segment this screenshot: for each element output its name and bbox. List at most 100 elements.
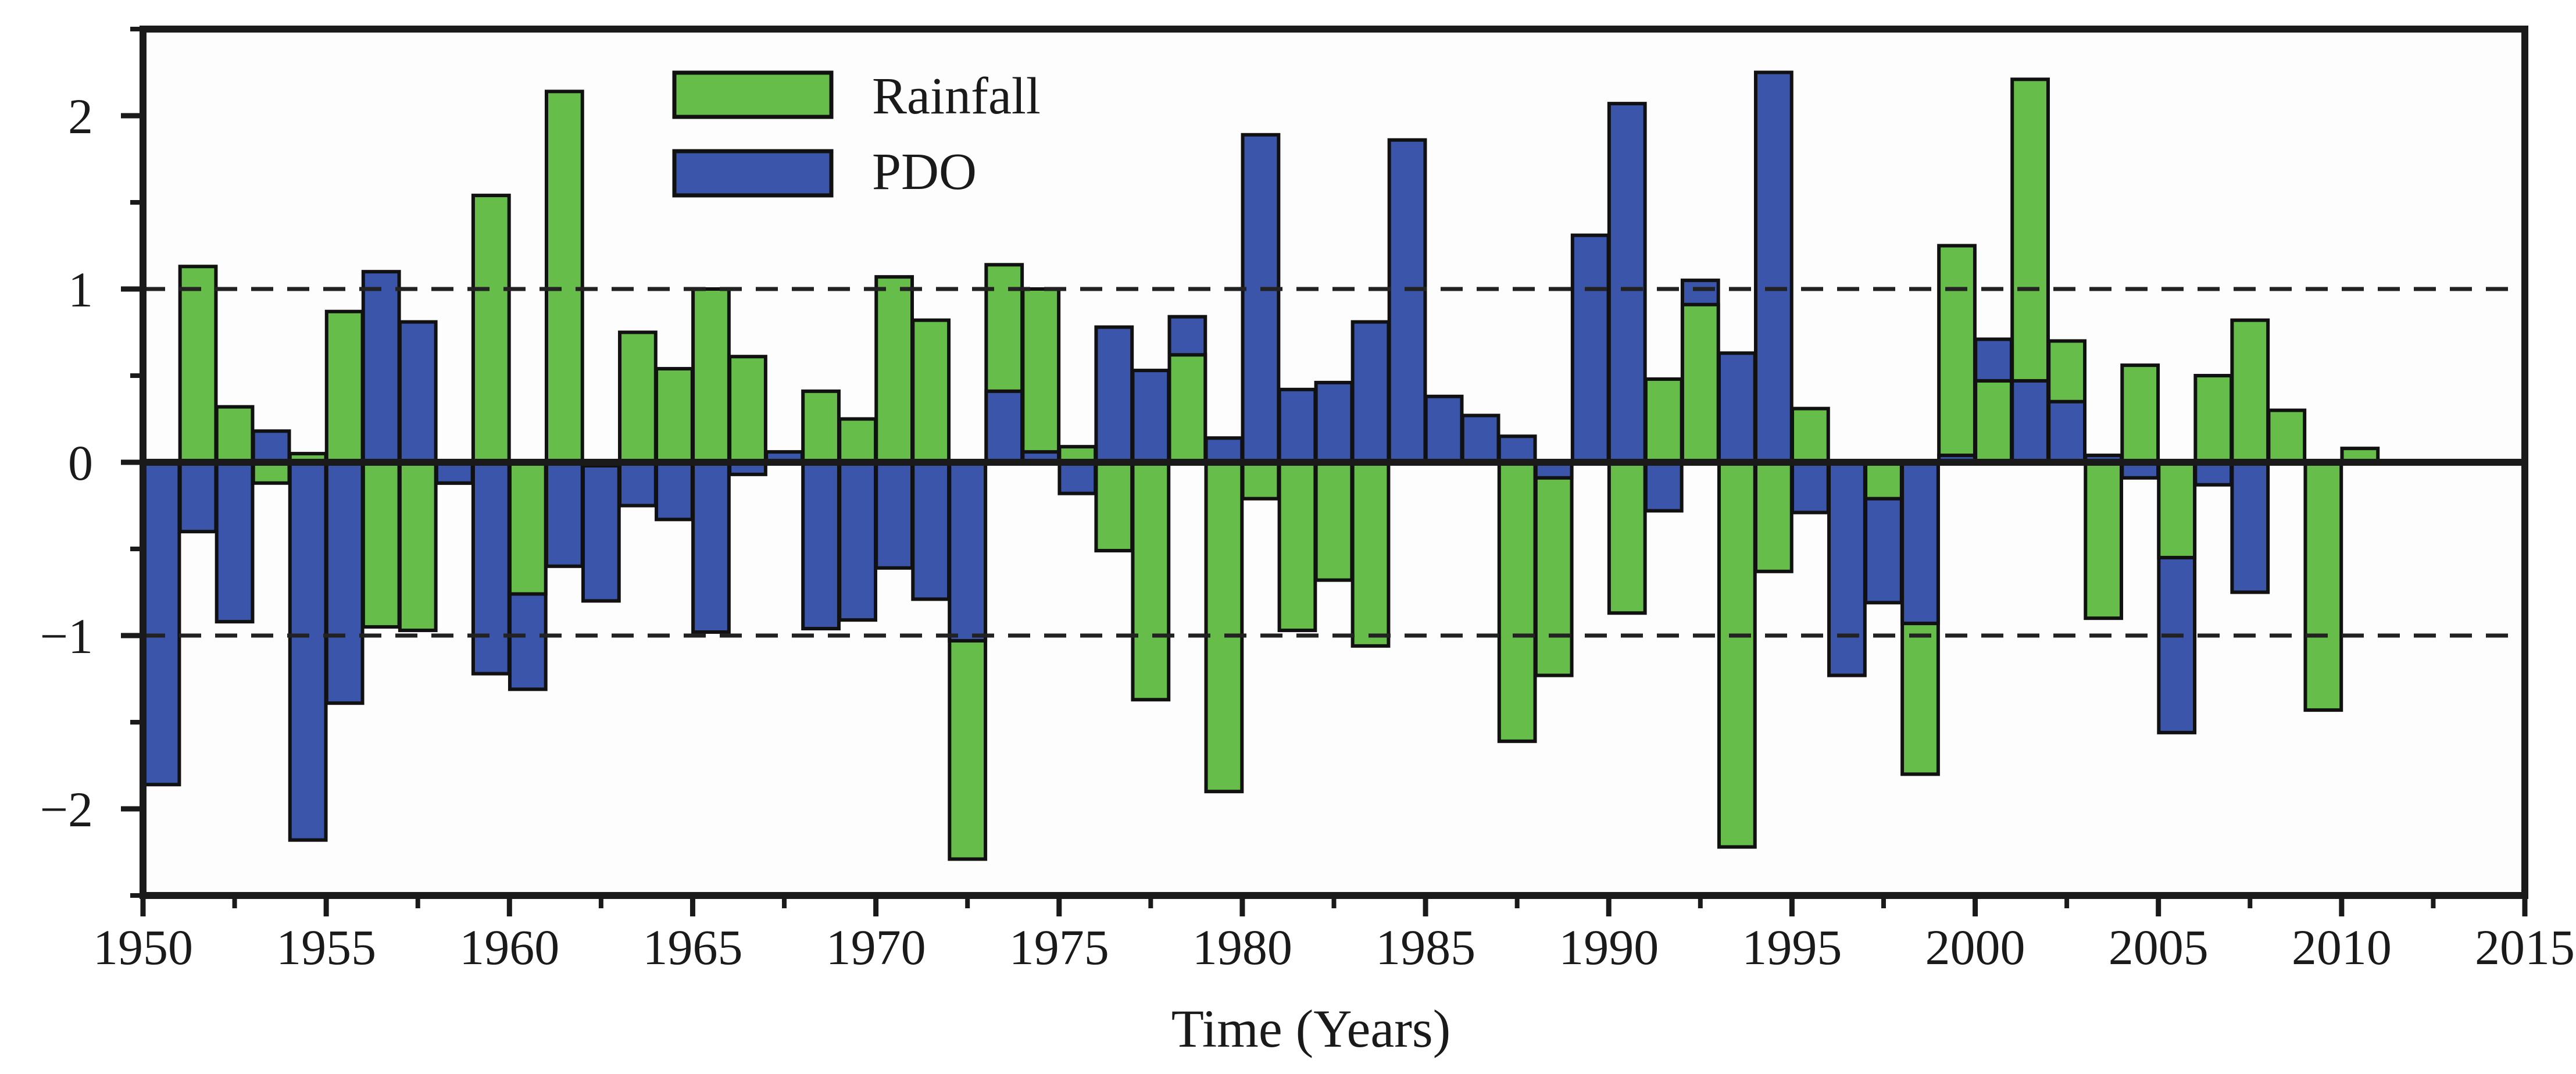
bar-pdo-1954 <box>288 461 328 842</box>
bar-rainfall-2009 <box>2303 461 2343 712</box>
y-tick-label: 0 <box>68 435 93 491</box>
x-tick-label: 1995 <box>1742 919 1842 975</box>
bar-rainfall-1960 <box>508 461 548 596</box>
bar-pdo-1998 <box>1900 461 1940 626</box>
bar-pdo-1994 <box>1753 70 1793 464</box>
y-tick-label: 1 <box>68 262 93 317</box>
bar-rainfall-2004 <box>2120 363 2160 464</box>
bar-pdo-1986 <box>1460 413 1500 464</box>
bar-rainfall-1957 <box>398 461 438 633</box>
bar-pdo-2002 <box>2047 399 2087 465</box>
bar-pdo-1969 <box>838 461 877 622</box>
bar-pdo-1996 <box>1827 461 1867 677</box>
bar-pdo-2006 <box>2193 461 2234 487</box>
x-tick-label: 1980 <box>1192 919 1292 975</box>
bar-rainfall-1981 <box>1277 461 1317 633</box>
bar-rainfall-2006 <box>2193 374 2234 464</box>
bar-pdo-1981 <box>1277 387 1317 465</box>
bar-rainfall-1997 <box>1864 461 1903 501</box>
legend-swatch-rainfall <box>672 70 834 119</box>
bar-rainfall-1970 <box>874 275 914 464</box>
bar-rainfall-1978 <box>1167 353 1207 464</box>
bar-rainfall-1976 <box>1094 461 1134 552</box>
bar-rainfall-1982 <box>1314 461 1354 582</box>
bar-pdo-1959 <box>471 461 511 676</box>
bar-rainfall-1993 <box>1717 461 1757 849</box>
x-tick-label: 1960 <box>459 919 559 975</box>
bar-pdo-1957 <box>398 320 438 464</box>
x-axis: 1950 1955 1960 1965 1970 1975 1980 1985 1990 1995… <box>93 895 2575 975</box>
bar-rainfall-1987 <box>1497 461 1537 743</box>
bar-pdo-1987 <box>1497 434 1537 464</box>
bar-pdo-1990 <box>1607 102 1647 464</box>
bar-pdo-1985 <box>1424 394 1464 465</box>
x-tick-label: 1975 <box>1009 919 1109 975</box>
bar-pdo-1964 <box>655 461 694 522</box>
x-axis-title: Time (Years) <box>1171 999 1451 1058</box>
bar-pdo-1961 <box>544 461 584 568</box>
bar-pdo-1952 <box>215 461 255 624</box>
bar-pdo-1975 <box>1057 461 1098 495</box>
bar-rainfall-2000 <box>1974 379 2013 464</box>
reference-lines <box>143 287 2525 638</box>
bar-rainfall-1974 <box>1021 287 1061 464</box>
bar-rainfall-1990 <box>1607 461 1647 615</box>
bar-pdo-1950 <box>141 461 181 787</box>
bar-rainfall-1966 <box>728 355 767 464</box>
x-tick-label: 2005 <box>2109 919 2209 975</box>
bar-rainfall-1999 <box>1937 244 1977 464</box>
bar-rainfall-2005 <box>2157 461 2197 559</box>
x-tick-label: 2015 <box>2475 919 2575 975</box>
bar-pdo-1980 <box>1241 133 1281 464</box>
bar-rainfall-1991 <box>1644 377 1684 465</box>
bar-pdo-1972 <box>948 461 988 643</box>
bar-rainfall-1955 <box>324 309 365 464</box>
bar-pdo-1968 <box>801 461 841 631</box>
bar-pdo-1984 <box>1387 138 1427 465</box>
bar-rainfall-1952 <box>215 405 255 465</box>
bar-pdo-1965 <box>691 461 731 634</box>
y-tick-label: −1 <box>40 608 93 664</box>
bar-pdo-1963 <box>618 461 658 508</box>
bar-rainfall-1995 <box>1791 406 1830 464</box>
bar-pdo-1962 <box>581 461 621 603</box>
bar-pdo-1971 <box>911 461 951 601</box>
bar-rainfall-1959 <box>471 194 511 464</box>
bar-rainfall-1956 <box>361 461 401 629</box>
bar-pdo-1995 <box>1791 461 1830 515</box>
x-tick-label: 1965 <box>642 919 742 975</box>
bar-rainfall-1988 <box>1534 461 1574 677</box>
bar-rainfall-1994 <box>1753 461 1793 573</box>
bar-rainfall-1979 <box>1204 461 1244 794</box>
bars-layer <box>141 70 2380 861</box>
bar-rainfall-1965 <box>691 287 731 464</box>
bar-pdo-1991 <box>1644 461 1684 513</box>
bar-pdo-1983 <box>1350 320 1391 464</box>
bar-rainfall-1983 <box>1350 461 1391 648</box>
bar-rainfall-1963 <box>618 330 658 464</box>
legend-swatch-pdo <box>672 149 834 198</box>
bar-rainfall-1964 <box>655 367 694 465</box>
bar-rainfall-1969 <box>838 417 877 464</box>
bar-pdo-1989 <box>1570 233 1610 464</box>
x-tick-label: 1955 <box>276 919 376 975</box>
x-tick-label: 1950 <box>93 919 193 975</box>
y-tick-label: −2 <box>40 782 93 837</box>
y-axis: −2 −1 0 1 2 <box>40 27 143 898</box>
bar-pdo-2007 <box>2230 461 2270 594</box>
legend: Rainfall PDO <box>672 67 1041 201</box>
x-tick-label: 2010 <box>2292 919 2392 975</box>
x-tick-label: 1970 <box>826 919 926 975</box>
bar-pdo-2001 <box>2010 379 2050 464</box>
bar-rainfall-1968 <box>801 389 841 465</box>
bar-pdo-1955 <box>324 461 365 705</box>
x-tick-label: 2000 <box>1925 919 2025 975</box>
bar-pdo-1982 <box>1314 380 1354 464</box>
bar-pdo-1979 <box>1204 436 1244 465</box>
legend-label-rainfall: Rainfall <box>872 67 1041 125</box>
bar-pdo-1951 <box>178 461 218 534</box>
x-tick-label: 1985 <box>1375 919 1475 975</box>
bar-pdo-1956 <box>361 270 401 464</box>
bar-pdo-1953 <box>251 429 291 464</box>
